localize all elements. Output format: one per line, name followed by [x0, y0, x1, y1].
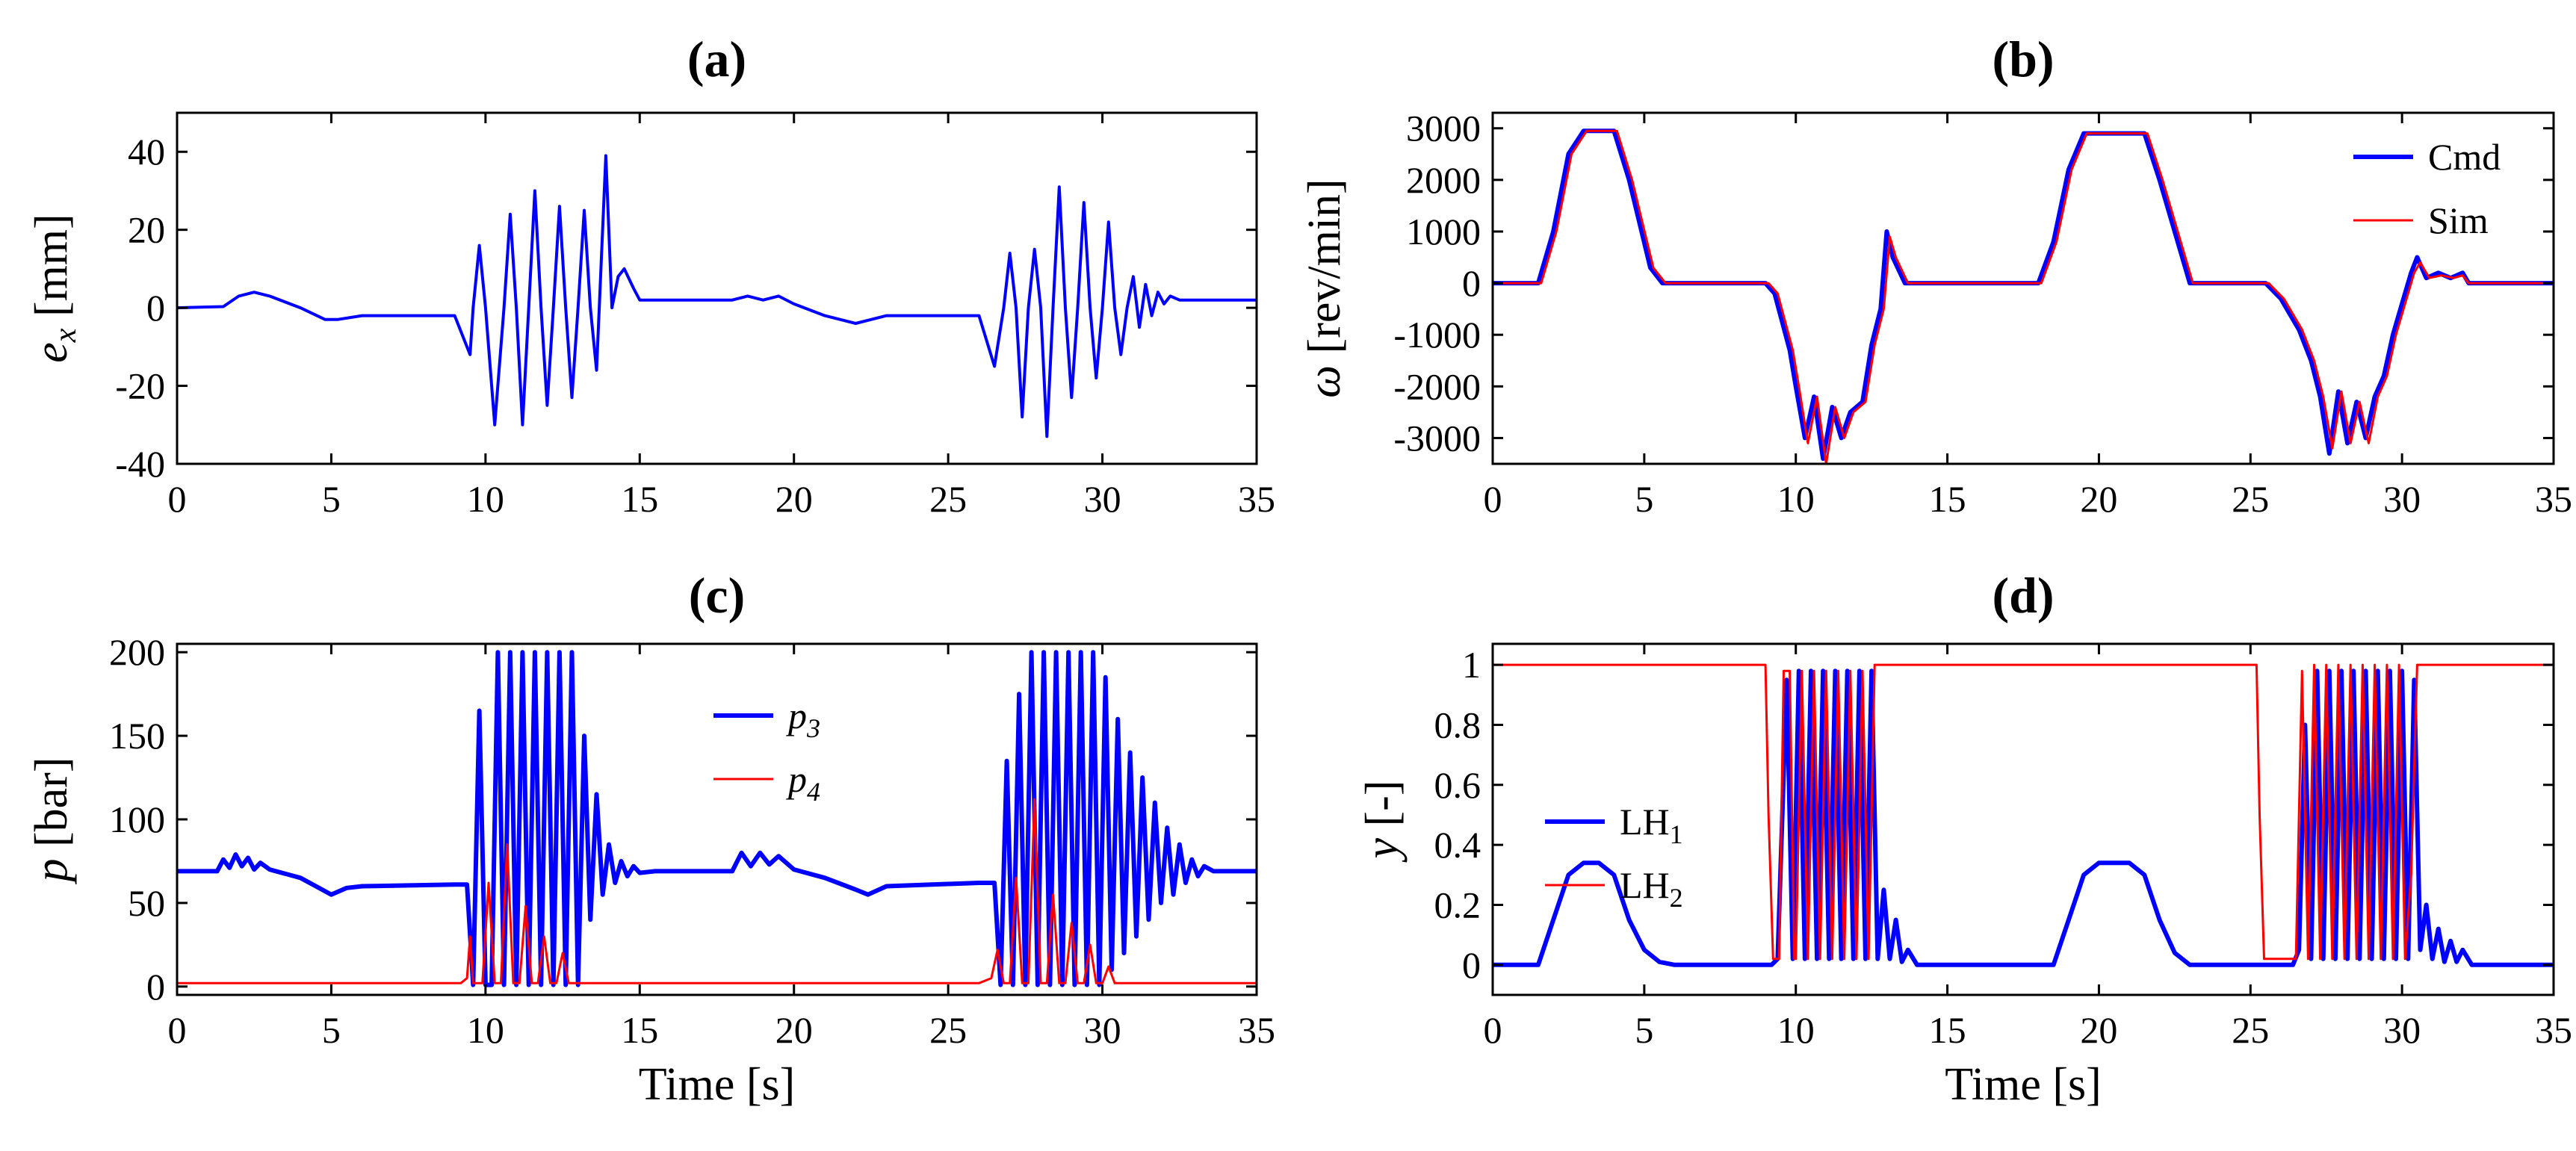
x-tick-label-a: 30: [1084, 478, 1121, 520]
panel-c: (c) 0 5 10 15 20 25 30 35 0 50 100 150 200 p [bar] Time…: [26, 567, 1275, 1110]
y-tick-label-a: 20: [128, 209, 165, 251]
y-axis-label-a: ex [mm]: [26, 214, 83, 362]
x-tick-label-b: 20: [2080, 478, 2117, 520]
series-line-d-LH2: [1493, 663, 2554, 961]
legend-label-d-LH1: LH1: [1620, 801, 1683, 849]
x-tick-label-c: 15: [621, 1009, 658, 1051]
y-tick-label-c: 150: [109, 715, 165, 757]
x-tick-label-a: 15: [621, 478, 658, 520]
y-tick-label-c: 0: [146, 966, 165, 1008]
x-axis-label-d: Time [s]: [1945, 1059, 2102, 1110]
x-tick-label-b: 10: [1777, 478, 1815, 520]
series-line-c-p4: [177, 798, 1257, 984]
y-tick-label-a: 40: [128, 131, 165, 173]
y-axis-label-c: p [bar]: [26, 757, 77, 885]
x-tick-label-b: 5: [1635, 478, 1653, 520]
y-tick-label-b: -1000: [1393, 314, 1481, 356]
series-line-b-Sim: [1493, 129, 2554, 464]
panel-title-a: (a): [687, 31, 746, 87]
x-tick-label-b: 35: [2535, 478, 2572, 520]
y-tick-label-d: 0.4: [1434, 824, 1481, 866]
legend-label-c-p4: p4: [786, 758, 820, 807]
y-tick-label-b: -3000: [1393, 417, 1481, 459]
legend-label-d-LH2: LH2: [1620, 864, 1683, 913]
x-tick-label-b: 25: [2232, 478, 2269, 520]
series-line-a-e_x: [177, 154, 1257, 438]
x-tick-label-d: 5: [1635, 1009, 1653, 1051]
series-line-c-p3: [177, 650, 1257, 987]
x-tick-label-d: 15: [1929, 1009, 1966, 1051]
y-tick-label-c: 100: [109, 798, 165, 840]
x-tick-label-a: 35: [1238, 478, 1275, 520]
x-tick-label-d: 0: [1484, 1009, 1502, 1051]
y-tick-label-b: 0: [1462, 262, 1481, 304]
x-tick-label-a: 20: [775, 478, 813, 520]
y-tick-label-a: -20: [115, 365, 165, 407]
x-tick-label-c: 35: [1238, 1009, 1275, 1051]
y-tick-label-b: 1000: [1406, 211, 1481, 252]
x-axis-label-c: Time [s]: [639, 1059, 796, 1110]
y-tick-label-a: -40: [115, 443, 165, 485]
y-tick-label-b: 2000: [1406, 159, 1481, 201]
x-tick-label-b: 30: [2383, 478, 2421, 520]
x-tick-label-b: 15: [1929, 478, 1966, 520]
x-tick-label-a: 10: [467, 478, 504, 520]
panel-b: (b) 0 5 10 15 20 25 30 35 -3000 -2000 -1000 0 1000 200…: [1299, 31, 2572, 520]
panel-title-d: (d): [1992, 567, 2054, 624]
panel-a: (a) 0 5 10 15 20 25 30 35 -40 -20 0 20 40 ex [mm]: [26, 31, 1275, 520]
legend-label-b-Sim: Sim: [2428, 199, 2489, 241]
y-tick-label-d: 0.2: [1434, 884, 1481, 925]
y-tick-label-b: 3000: [1406, 108, 1481, 149]
y-tick-label-d: 0: [1462, 944, 1481, 986]
x-tick-label-c: 5: [322, 1009, 341, 1051]
plot-frame-b: [1491, 111, 2555, 465]
x-tick-label-c: 20: [775, 1009, 813, 1051]
y-tick-label-d: 0.6: [1434, 764, 1481, 806]
x-tick-label-c: 30: [1084, 1009, 1121, 1051]
x-tick-label-a: 0: [168, 478, 187, 520]
x-tick-label-d: 35: [2535, 1009, 2572, 1051]
y-tick-label-d: 0.8: [1434, 704, 1481, 745]
legend-label-b-Cmd: Cmd: [2428, 136, 2501, 178]
legend-label-c-p3: p3: [786, 695, 820, 743]
y-tick-label-a: 0: [146, 287, 165, 329]
y-axis-label-d: y [-]: [1357, 781, 1408, 863]
x-tick-label-d: 30: [2383, 1009, 2421, 1051]
panel-title-b: (b): [1992, 31, 2054, 87]
y-tick-label-c: 200: [109, 631, 165, 673]
y-tick-label-d: 1: [1462, 644, 1481, 686]
x-tick-label-c: 25: [929, 1009, 967, 1051]
plot-frame-d: [1491, 642, 2555, 996]
y-tick-label-b: -2000: [1393, 365, 1481, 407]
x-tick-label-d: 20: [2080, 1009, 2117, 1051]
x-tick-label-c: 10: [467, 1009, 504, 1051]
y-axis-label-b: ω [rev/min]: [1299, 179, 1350, 397]
panel-title-c: (c): [689, 567, 745, 624]
x-tick-label-c: 0: [168, 1009, 187, 1051]
x-tick-label-d: 10: [1777, 1009, 1815, 1051]
x-tick-label-d: 25: [2232, 1009, 2269, 1051]
y-tick-label-c: 50: [128, 882, 165, 924]
x-tick-label-a: 5: [322, 478, 341, 520]
x-tick-label-a: 25: [929, 478, 967, 520]
panel-d: (d) 0 5 10 15 20 25 30 35 0 0.2 0.4 0.6 0.8 1 y [-] Time…: [1357, 567, 2572, 1110]
plot-frame-a: [176, 111, 1258, 465]
series-line-b-Cmd: [1493, 128, 2554, 462]
x-tick-label-b: 0: [1484, 478, 1502, 520]
